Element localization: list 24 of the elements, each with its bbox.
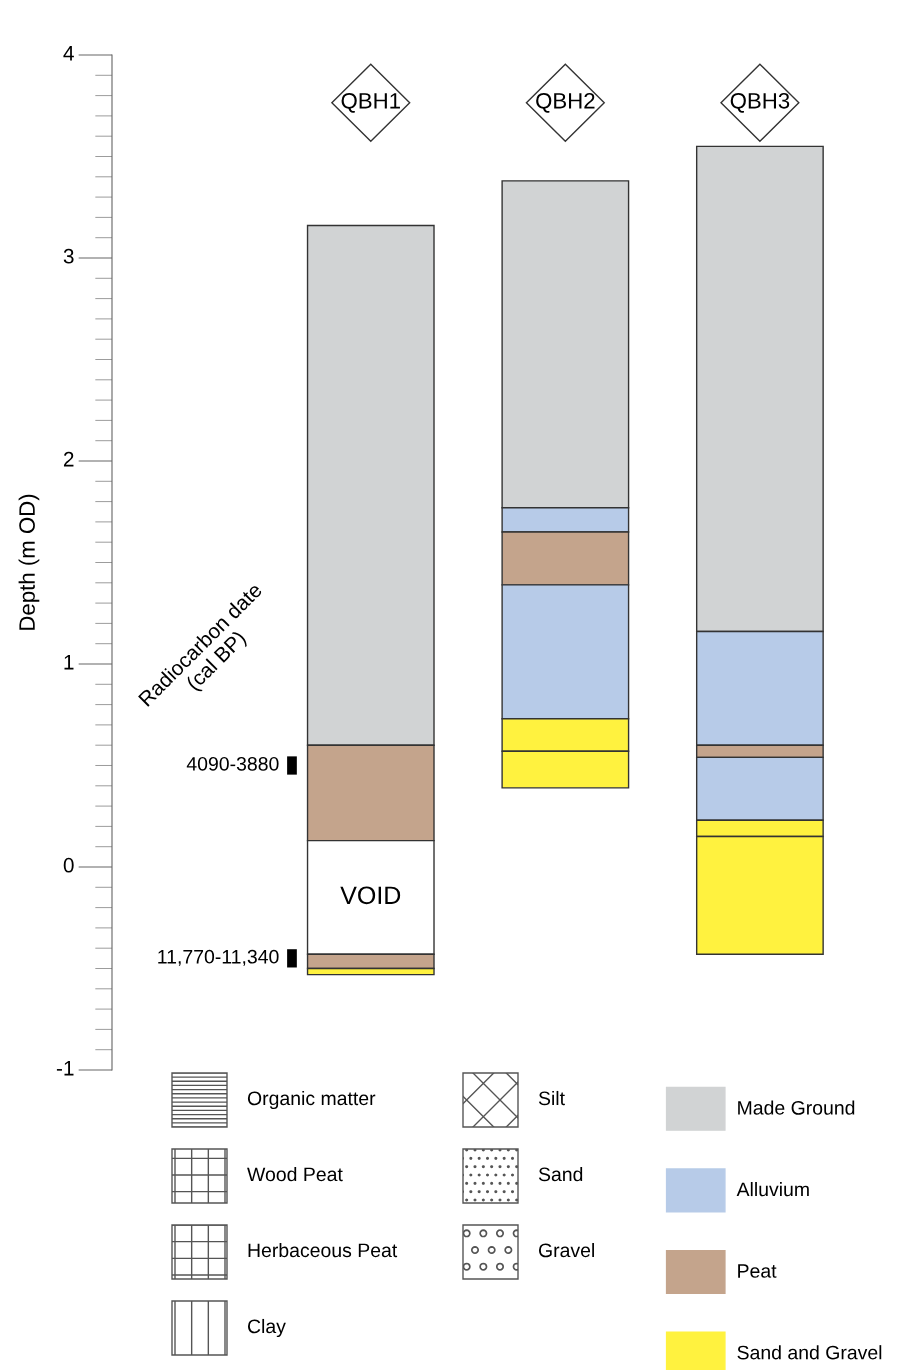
annotation: 4090-3880 — [186, 756, 279, 771]
y-tick-label: 1 — [64, 655, 74, 670]
annotation: 11,770-11,340 — [158, 949, 279, 966]
text: Herbaceous Peat — [248, 1242, 398, 1258]
y-tick-label: 0 — [63, 857, 74, 873]
y-axis-title: Depth (m OD) — [18, 494, 40, 630]
text: Gravel — [538, 1242, 594, 1258]
text: Clay — [247, 1318, 286, 1338]
legend-label: Peat — [738, 1264, 777, 1278]
legend-label: Alluvium — [736, 1182, 809, 1197]
text: Sand — [538, 1166, 583, 1182]
annotation: VOID — [340, 886, 401, 905]
x-tick-label: QBH2 — [536, 92, 595, 113]
x-tick-label: QBH1 — [341, 92, 400, 113]
y-tick-label: 4 — [63, 46, 74, 61]
x-tick-label: QBH3 — [730, 92, 790, 113]
legend-label: Made Ground — [738, 1100, 855, 1115]
legend-label: Sand and Gravel — [737, 1345, 882, 1360]
text: Wood Peat — [247, 1166, 343, 1182]
y-tick-label: 2 — [63, 451, 74, 467]
y-tick-label: 3 — [63, 248, 74, 264]
y-tick-label: -1 — [56, 1061, 74, 1076]
text: Organic matter — [247, 1090, 376, 1110]
text: Silt — [538, 1090, 565, 1106]
